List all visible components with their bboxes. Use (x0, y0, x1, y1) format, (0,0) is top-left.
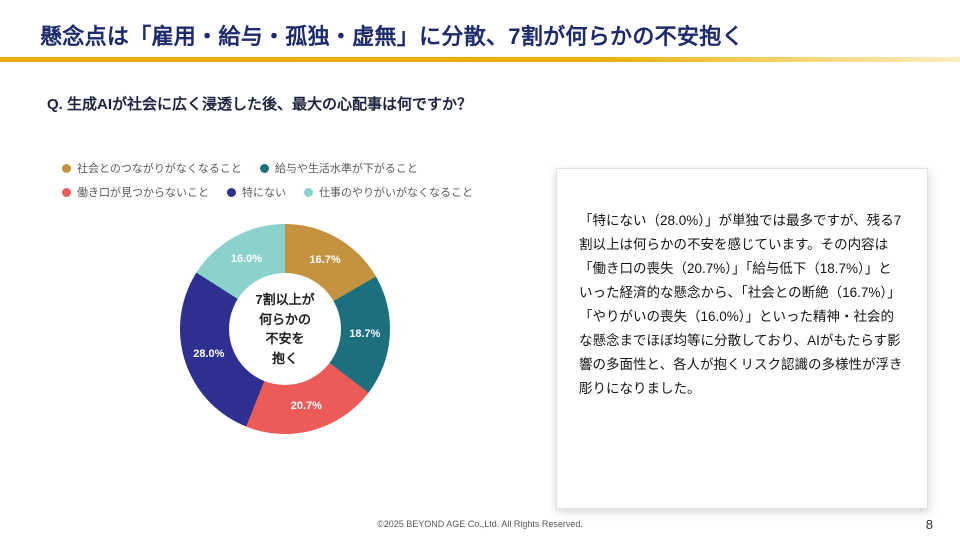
legend-dot-icon (62, 163, 71, 173)
legend-label: 社会とのつながりがなくなること (77, 163, 242, 175)
page-title: 懸念点は「雇用・給与・孤独・虚無」に分散、7割が何らかの不安抱く (40, 24, 744, 49)
legend-row: 働き口が見つからないこと 特にない 仕事のやりがいがなくなること (62, 184, 562, 200)
chart-legend: 社会とのつながりがなくなること 給与や生活水準が下がること働き口が見つからないこと… (62, 160, 562, 208)
donut-center-label: 7割以上が 何らかの 不安を 抱く (255, 292, 315, 366)
legend-dot-icon (62, 187, 71, 197)
slice-percent-label: 16.0% (230, 252, 263, 265)
legend-dot-icon (304, 187, 313, 197)
donut-chart-wrap: 7割以上が 何らかの 不安を 抱く 16.7% 18.7% 20.7% 28.0% 16… (180, 224, 390, 434)
slice-percent-label: 18.7% (349, 328, 381, 341)
legend-dot-icon (259, 163, 269, 173)
legend-label: 給与や生活水準が下がること (274, 163, 418, 175)
legend-item: 仕事のやりがいがなくなること (304, 184, 473, 200)
page-number: 8 (925, 517, 933, 532)
legend-row: 社会とのつながりがなくなること 給与や生活水準が下がること (62, 160, 562, 176)
legend-label: 特にない (242, 187, 286, 199)
slice-percent-label: 16.7% (309, 253, 341, 266)
commentary-text: 「特にない（28.0%）」が単独では最多ですが、残る7割以上は何らかの不安を感じ… (579, 213, 903, 397)
title-accent-bar (0, 57, 960, 62)
copyright-text: ©2025 BEYOND AGE Co.,Ltd. All Rights Res… (377, 519, 583, 529)
legend-item: 働き口が見つからないこと (62, 184, 209, 200)
survey-question: Q. 生成AIが社会に広く浸透した後、最大の心配事は何ですか？ (47, 96, 473, 113)
legend-item: 給与や生活水準が下がること (259, 160, 418, 176)
slice-percent-label: 20.7% (290, 400, 322, 413)
legend-item: 特にない (227, 184, 286, 200)
legend-item: 社会とのつながりがなくなること (62, 160, 242, 176)
legend-dot-icon (227, 187, 236, 197)
slice-percent-label: 28.0% (193, 347, 225, 360)
commentary-card: 「特にない（28.0%）」が単独では最多ですが、残る7割以上は何らかの不安を感じ… (556, 168, 928, 509)
legend-label: 仕事のやりがいがなくなること (319, 187, 473, 199)
legend-label: 働き口が見つからないこと (77, 187, 209, 199)
donut-center: 7割以上が 何らかの 不安を 抱く (229, 273, 341, 385)
